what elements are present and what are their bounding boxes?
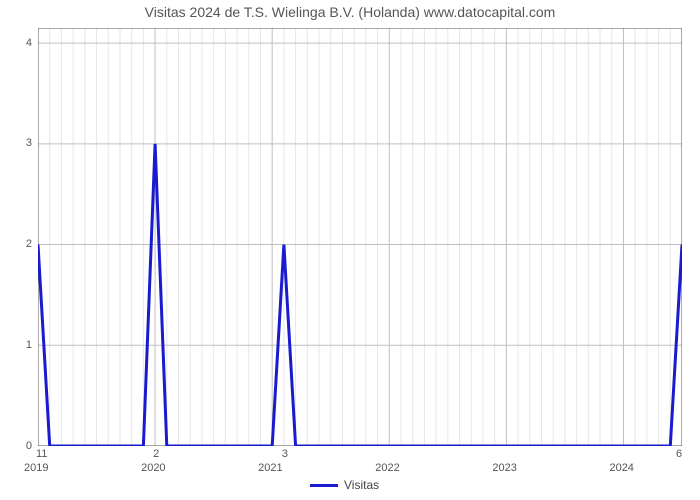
x-tick-label: 2022 [375, 462, 399, 474]
legend-label: Visitas [344, 478, 379, 492]
x-tick-label: 2019 [24, 462, 48, 474]
x-tick-label: 2020 [141, 462, 165, 474]
y-tick-label: 3 [26, 137, 32, 149]
y-tick-label: 0 [26, 440, 32, 452]
data-point-label: 6 [676, 448, 682, 460]
y-tick-label: 2 [26, 238, 32, 250]
y-tick-label: 4 [26, 37, 32, 49]
data-point-label: 2 [153, 448, 159, 460]
data-point-label: 11 [36, 448, 47, 460]
legend-line [310, 484, 338, 487]
plot-area [38, 28, 682, 446]
x-tick-label: 2024 [609, 462, 633, 474]
y-tick-label: 1 [26, 339, 32, 351]
legend: Visitas [310, 478, 379, 492]
x-tick-label: 2023 [492, 462, 516, 474]
x-tick-label: 2021 [258, 462, 282, 474]
data-point-label: 3 [282, 448, 288, 460]
plot-svg [38, 28, 682, 446]
chart-title: Visitas 2024 de T.S. Wielinga B.V. (Hola… [0, 4, 700, 20]
chart-container: Visitas 2024 de T.S. Wielinga B.V. (Hola… [0, 0, 700, 500]
